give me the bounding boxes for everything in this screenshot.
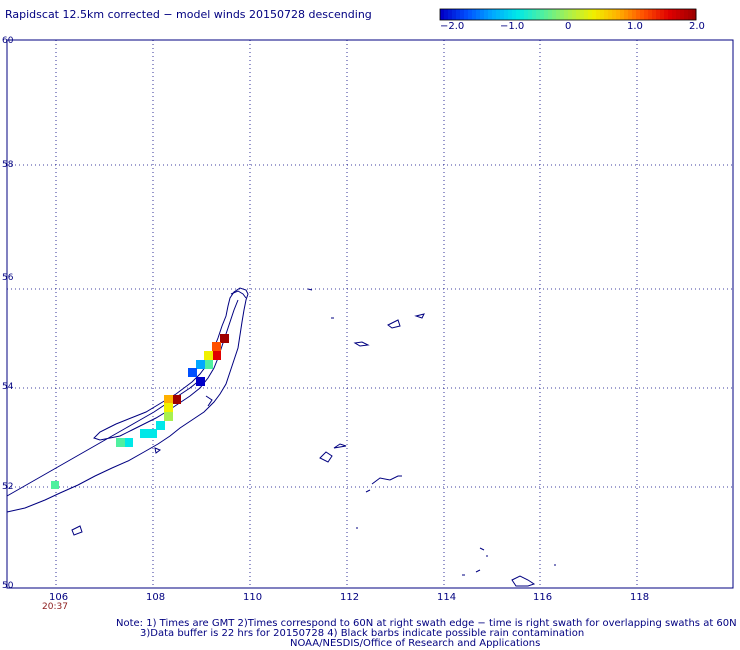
colorbar-segment — [632, 9, 637, 20]
lat-tick-label: 58 — [2, 160, 14, 170]
colorbar-segment — [656, 9, 661, 20]
colorbar-segment — [588, 9, 593, 20]
colorbar — [440, 9, 697, 20]
colorbar-segment — [604, 9, 609, 20]
colorbar-segment — [668, 9, 673, 20]
colorbar-segment — [440, 9, 445, 20]
colorbar-segment — [536, 9, 541, 20]
colorbar-segment — [624, 9, 629, 20]
lon-tick-label: 106 — [49, 592, 69, 603]
colorbar-segment — [684, 9, 689, 20]
colorbar-segment — [448, 9, 453, 20]
colorbar-label: −2.0 — [440, 21, 465, 32]
colorbar-segment — [652, 9, 657, 20]
small-lake — [71, 525, 83, 536]
lon-tick-label: 108 — [146, 592, 166, 603]
colorbar-segment — [500, 9, 505, 20]
colorbar-segment — [480, 9, 485, 20]
colorbar-label: 1.0 — [627, 21, 643, 32]
lat-tick-label: 52 — [2, 482, 14, 492]
colorbar-label: −1.0 — [500, 21, 525, 32]
note-line-2: 3)Data buffer is 22 hrs for 20150728 4) … — [140, 628, 585, 639]
colorbar-segment — [468, 9, 473, 20]
note-credit: NOAA/NESDIS/Office of Research and Appli… — [290, 638, 541, 649]
colorbar-segment — [544, 9, 549, 20]
colorbar-segment — [508, 9, 513, 20]
colorbar-segment — [548, 9, 553, 20]
pass-time-label: 20:37 — [42, 602, 68, 612]
colorbar-segment — [556, 9, 561, 20]
colorbar-segment — [636, 9, 641, 20]
colorbar-segment — [584, 9, 589, 20]
colorbar-label: 0 — [565, 21, 572, 32]
colorbar-segment — [528, 9, 533, 20]
colorbar-segment — [676, 9, 681, 20]
lat-tick-label: 54 — [2, 382, 14, 392]
colorbar-segment — [612, 9, 617, 20]
colorbar-segment — [460, 9, 465, 20]
map-title: Rapidscat 12.5km corrected − model winds… — [5, 8, 372, 21]
colorbar-segment — [664, 9, 669, 20]
colorbar-segment — [608, 9, 613, 20]
colorbar-segment — [496, 9, 501, 20]
lat-tick-label: 50 — [2, 581, 14, 591]
lon-tick-label: 116 — [533, 592, 553, 603]
colorbar-segment — [640, 9, 645, 20]
colorbar-segment — [568, 9, 573, 20]
colorbar-segment — [596, 9, 601, 20]
colorbar-segment — [464, 9, 469, 20]
colorbar-segment — [552, 9, 557, 20]
colorbar-segment — [688, 9, 693, 20]
colorbar-segment — [660, 9, 665, 20]
lon-tick-label: 112 — [340, 592, 360, 603]
colorbar-segment — [452, 9, 457, 20]
colorbar-segment — [484, 9, 489, 20]
note-line-1: Note: 1) Times are GMT 2)Times correspon… — [116, 618, 737, 629]
colorbar-segment — [648, 9, 653, 20]
colorbar-segment — [512, 9, 517, 20]
colorbar-segment — [444, 9, 449, 20]
colorbar-segment — [560, 9, 565, 20]
colorbar-segment — [692, 9, 697, 20]
colorbar-segment — [580, 9, 585, 20]
colorbar-segment — [644, 9, 649, 20]
colorbar-segment — [540, 9, 545, 20]
colorbar-segment — [488, 9, 493, 20]
colorbar-segment — [472, 9, 477, 20]
colorbar-segment — [516, 9, 521, 20]
colorbar-segment — [600, 9, 605, 20]
wind-difference-cells — [51, 334, 229, 489]
colorbar-segment — [620, 9, 625, 20]
map-frame — [6, 39, 734, 589]
coastlines — [6, 287, 556, 587]
colorbar-segment — [564, 9, 569, 20]
colorbar-segment — [680, 9, 685, 20]
colorbar-segment — [492, 9, 497, 20]
colorbar-segment — [456, 9, 461, 20]
colorbar-segment — [628, 9, 633, 20]
lat-tick-label: 56 — [2, 273, 14, 283]
colorbar-segment — [504, 9, 509, 20]
colorbar-label: 2.0 — [689, 21, 705, 32]
colorbar-segment — [616, 9, 621, 20]
lon-tick-label: 114 — [437, 592, 457, 603]
colorbar-segment — [476, 9, 481, 20]
colorbar-segment — [520, 9, 525, 20]
graticule — [7, 40, 733, 588]
lon-tick-label: 118 — [630, 592, 650, 603]
lat-tick-label: 60 — [2, 36, 14, 46]
colorbar-segment — [524, 9, 529, 20]
colorbar-segment — [576, 9, 581, 20]
lon-tick-label: 110 — [243, 592, 263, 603]
colorbar-segment — [532, 9, 537, 20]
colorbar-segment — [592, 9, 597, 20]
colorbar-segment — [672, 9, 677, 20]
colorbar-segment — [572, 9, 577, 20]
